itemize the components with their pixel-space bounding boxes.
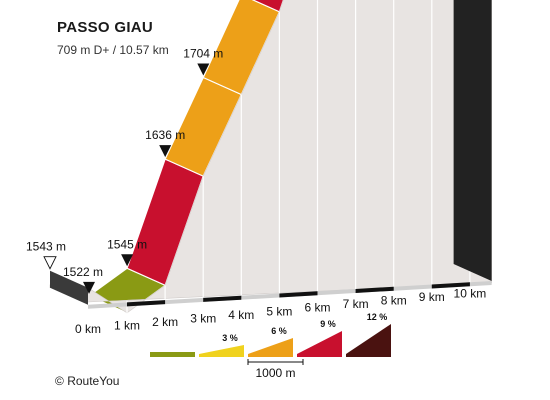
elevation-label-1: 1522 m bbox=[63, 265, 103, 279]
elevation-label-0: 1543 m bbox=[26, 240, 66, 254]
credit: © RouteYou bbox=[55, 374, 119, 388]
x-tick-label-4: 4 km bbox=[228, 308, 254, 322]
legend-swatch-1 bbox=[199, 345, 244, 357]
end-cap bbox=[453, 0, 492, 281]
copyright-icon: © bbox=[55, 374, 64, 388]
legend-label-4: 12 % bbox=[367, 312, 388, 322]
legend-swatch-2 bbox=[248, 338, 293, 357]
x-tick-label-9: 9 km bbox=[419, 290, 445, 304]
legend-swatch-0 bbox=[150, 352, 195, 357]
gradient-legend: 3 % 6 % 9 % 12 % 1000 m bbox=[150, 312, 391, 380]
start-marker-0 bbox=[43, 256, 57, 270]
x-tick-label-0: 0 km bbox=[75, 322, 101, 336]
base-dash bbox=[203, 295, 242, 302]
legend-label-3: 9 % bbox=[320, 319, 336, 329]
km-marker-2 bbox=[121, 254, 134, 267]
base-dash bbox=[431, 282, 470, 289]
base-dash bbox=[127, 300, 166, 307]
base-dash bbox=[279, 291, 318, 298]
x-tick-label-3: 3 km bbox=[190, 311, 216, 325]
x-tick-label-10: 10 km bbox=[454, 287, 487, 301]
elevation-label-4: 1704 m bbox=[183, 47, 223, 61]
km-marker-4 bbox=[197, 63, 210, 76]
legend-swatch-4 bbox=[346, 324, 391, 357]
front-wall bbox=[49, 0, 492, 314]
gradient-segment-5 bbox=[251, 0, 284, 13]
credit-text: RouteYou bbox=[67, 374, 120, 388]
elevation-label-2: 1545 m bbox=[107, 237, 147, 251]
x-tick-label-1: 1 km bbox=[114, 318, 140, 332]
legend-label-1: 3 % bbox=[222, 333, 238, 343]
x-tick-label-2: 2 km bbox=[152, 315, 178, 329]
x-tick-label-7: 7 km bbox=[343, 297, 369, 311]
chart-title: PASSO GIAU bbox=[57, 19, 154, 36]
chart-subtitle: 709 m D+ / 10.57 km bbox=[57, 43, 169, 57]
legend-swatch-3 bbox=[297, 331, 342, 357]
scale-bar-label: 1000 m bbox=[255, 366, 295, 380]
profile-faces bbox=[49, 0, 284, 314]
x-tick-label-6: 6 km bbox=[304, 301, 330, 315]
elevation-label-3: 1636 m bbox=[145, 128, 185, 142]
km-marker-1 bbox=[83, 281, 95, 294]
profile-walls bbox=[49, 0, 492, 314]
x-tick-label-5: 5 km bbox=[266, 304, 292, 318]
start-cap bbox=[50, 270, 88, 305]
x-axis-ticks: 0 km 1 km 2 km 3 km 4 km 5 km 6 km 7 km 8 km 9 km… bbox=[75, 287, 486, 337]
legend-label-2: 6 % bbox=[271, 326, 287, 336]
base-dash bbox=[355, 286, 394, 293]
km-marker-3 bbox=[159, 145, 172, 158]
profile-base bbox=[88, 281, 492, 309]
x-tick-label-8: 8 km bbox=[381, 294, 407, 308]
